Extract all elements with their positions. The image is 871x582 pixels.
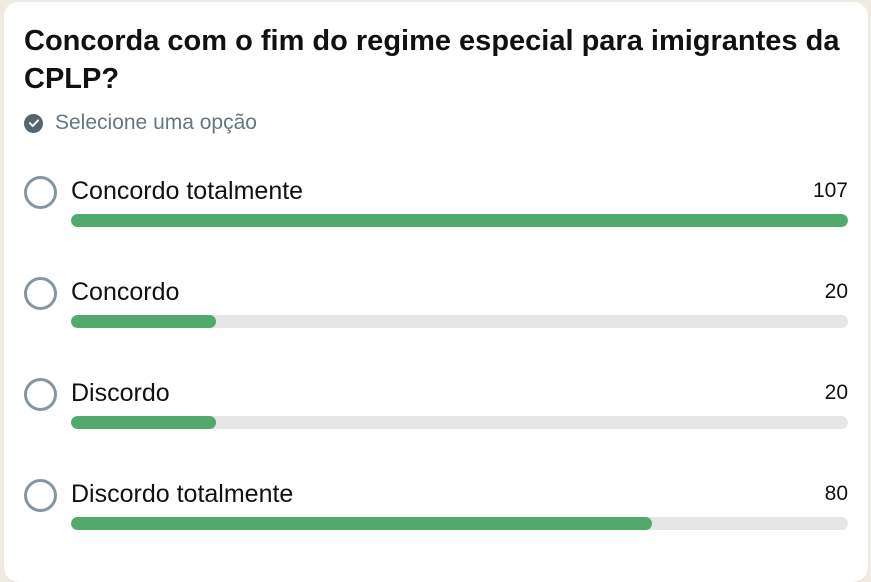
- check-circle-icon: [24, 113, 43, 133]
- vote-bar-fill: [71, 214, 848, 227]
- poll-question: Concorda com o fim do regime especial pa…: [24, 25, 840, 95]
- vote-bar-track: [71, 517, 848, 530]
- poll-option[interactable]: Concordo 20: [24, 277, 848, 337]
- vote-bar-fill: [71, 315, 217, 328]
- vote-bar-track: [71, 315, 848, 328]
- vote-bar-track: [71, 416, 848, 429]
- poll-option[interactable]: Concordo totalmente 107: [24, 176, 848, 236]
- poll-option[interactable]: Discordo totalmente 80: [24, 479, 848, 539]
- radio-button[interactable]: [24, 176, 57, 209]
- vote-count: 107: [812, 179, 848, 202]
- radio-button[interactable]: [24, 378, 57, 411]
- vote-count: 80: [824, 482, 848, 505]
- vote-count: 20: [824, 280, 848, 303]
- option-label: Concordo: [71, 278, 180, 306]
- radio-button[interactable]: [24, 277, 57, 310]
- option-label: Discordo: [71, 379, 170, 407]
- vote-bar-fill: [71, 416, 217, 429]
- option-label: Concordo totalmente: [71, 177, 304, 205]
- hint-text: Selecione uma opção: [55, 111, 257, 134]
- poll-option[interactable]: Discordo 20: [24, 378, 848, 438]
- option-label: Discordo totalmente: [71, 480, 294, 508]
- radio-button[interactable]: [24, 479, 57, 512]
- vote-bar-track: [71, 214, 848, 227]
- poll-hint: Selecione uma opção: [24, 110, 257, 136]
- vote-bar-fill: [71, 517, 653, 530]
- poll-card: Concorda com o fim do regime especial pa…: [4, 2, 868, 582]
- vote-count: 20: [824, 381, 848, 404]
